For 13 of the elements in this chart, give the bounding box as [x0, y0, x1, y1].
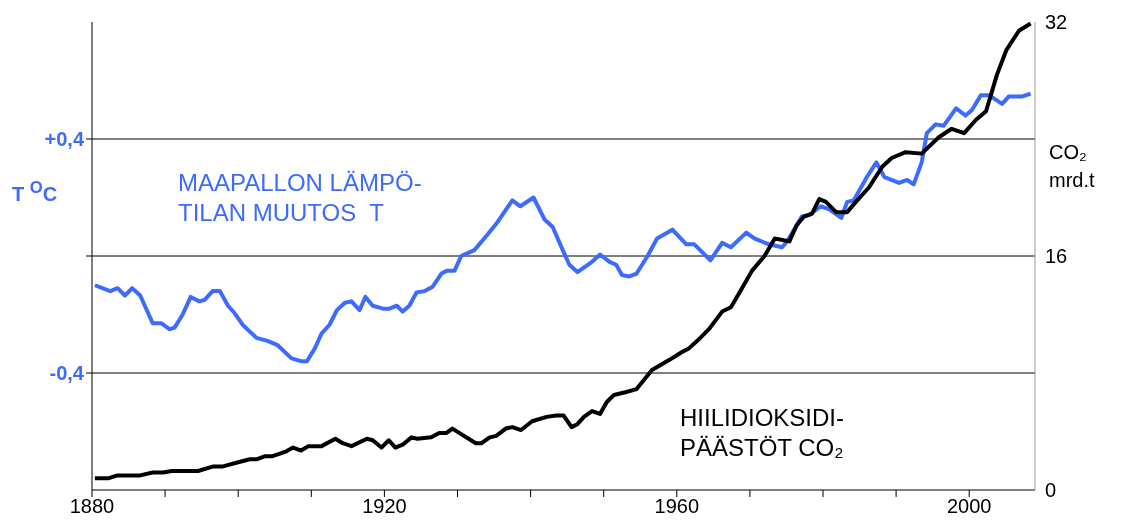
- x-tick-label: 1880: [69, 495, 115, 518]
- text: MAAPALLON LÄMPÖ- TILAN MUUTOS T: [178, 168, 422, 228]
- series-label: HIILIDIOKSIDI- PÄÄSTÖT CO₂: [680, 403, 845, 463]
- y-tick-label: -0,4: [49, 362, 85, 385]
- x-tick-label: 1960: [654, 495, 700, 518]
- y-tick-label: +0,4: [44, 128, 85, 151]
- x-tick-label: 2000: [946, 495, 992, 518]
- x-tick-label: 1920: [362, 495, 407, 518]
- y2-tick-label: 16: [1045, 245, 1068, 268]
- y2-axis-title: CO₂ mrd.t: [1049, 140, 1095, 193]
- y-axis-title: T $^{O}$C: [12, 178, 58, 206]
- y2-tick-label: 32: [1045, 11, 1068, 34]
- y2-tick-label: 0: [1045, 479, 1057, 502]
